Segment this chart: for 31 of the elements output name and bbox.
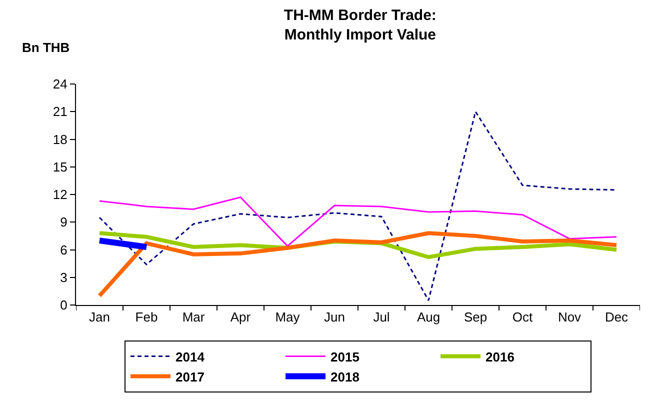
y-tick-label: 9	[60, 214, 68, 230]
y-tick-label: 12	[52, 187, 68, 202]
legend-label: 2017	[176, 369, 204, 384]
legend-label: 2016	[486, 349, 514, 364]
y-tick-label: 15	[52, 159, 68, 174]
chart-title: TH-MM Border Trade: Monthly Import Value	[284, 7, 436, 44]
x-tick-label: Aug	[416, 310, 440, 325]
x-tick-label: Sep	[464, 310, 488, 325]
y-tick-label: 3	[60, 270, 68, 285]
x-tick-label: Jan	[89, 310, 110, 325]
legend-label: 2014	[176, 349, 206, 364]
line-series	[98, 231, 618, 298]
x-tick-label: Jul	[373, 310, 390, 325]
x-tick-label: Feb	[135, 310, 158, 325]
x-tick-label: Jun	[324, 310, 345, 325]
x-tick-label: Mar	[182, 310, 206, 325]
x-tick-label: Dec	[604, 310, 629, 325]
y-tick-label: 21	[52, 104, 68, 120]
x-tick-label: Oct	[512, 310, 533, 325]
line-series	[98, 110, 618, 302]
y-tick-label: 24	[52, 76, 68, 92]
x-tick-label: May	[275, 310, 300, 325]
line-series	[98, 196, 618, 247]
y-tick-label: 0	[60, 298, 68, 313]
y-axis-title: Bn THB	[22, 40, 70, 55]
x-tick-label: Nov	[558, 310, 582, 325]
y-tick-label: 18	[52, 132, 68, 147]
y-tick-label: 6	[60, 242, 68, 258]
legend-label: 2015	[330, 349, 360, 364]
legend-label: 2018	[330, 369, 360, 384]
x-tick-label: Apr	[230, 310, 252, 325]
